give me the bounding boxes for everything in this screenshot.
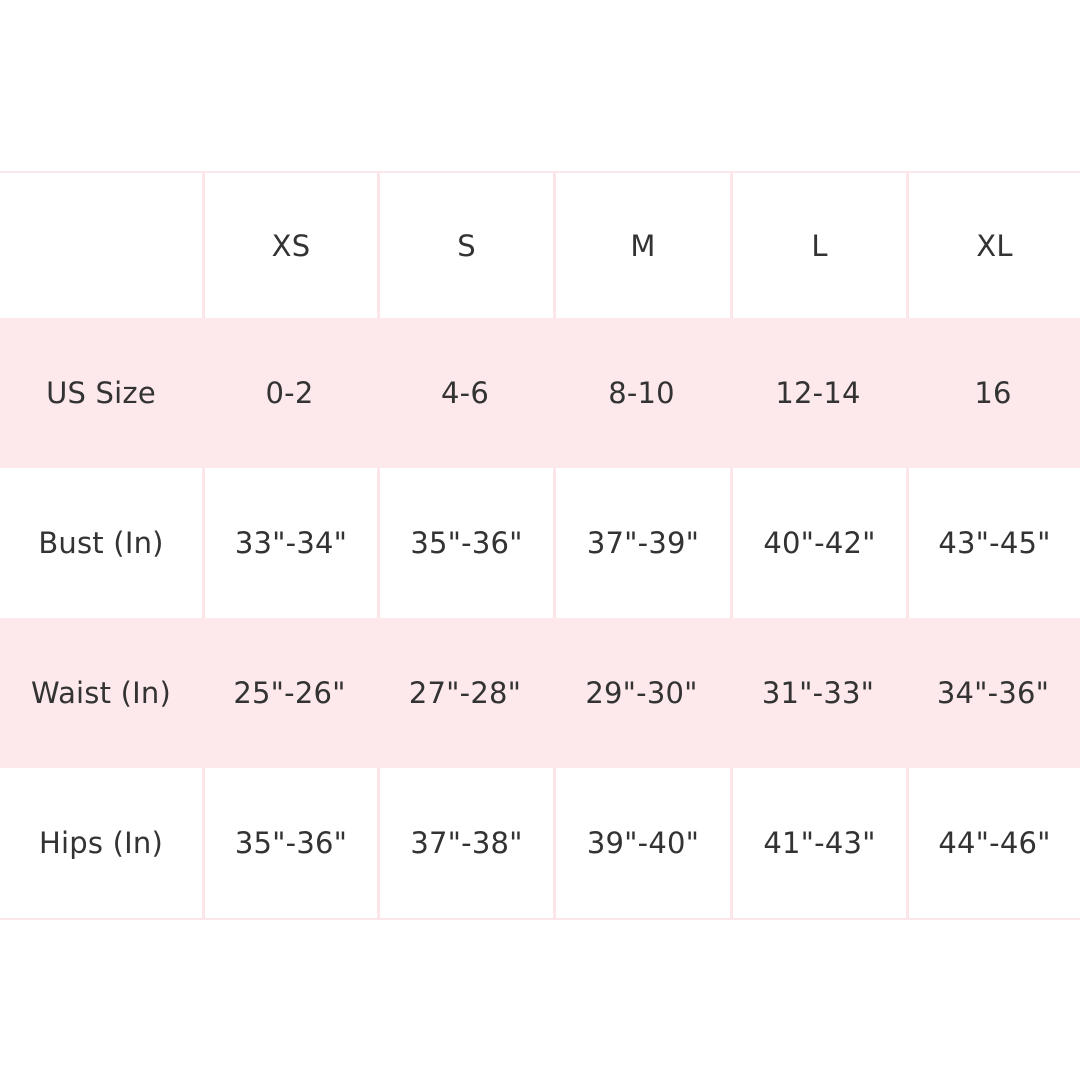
table-row: Waist (In) 25"-26" 27"-28" 29"-30" 31"-33" 34… xyxy=(0,618,1080,768)
row-label: US Size xyxy=(46,376,156,410)
table-cell: 29"-30" xyxy=(585,676,698,710)
table-cell: 25"-26" xyxy=(233,676,346,710)
table-cell: 39"-40" xyxy=(553,768,730,918)
table-cell: 35"-36" xyxy=(377,468,553,618)
table-row: Bust (In) 33"-34" 35"-36" 37"-39" 40"-42" 43"… xyxy=(0,468,1080,618)
size-chart-table: XS S M L XL US Size 0-2 4-6 8-10 12-14 16 Bust (In)… xyxy=(0,171,1080,920)
table-cell: 8-10 xyxy=(608,376,675,410)
table-cell: 44"-46" xyxy=(906,768,1080,918)
table-row: Hips (In) 35"-36" 37"-38" 39"-40" 41"-43" 44"… xyxy=(0,768,1080,918)
table-cell: 34"-36" xyxy=(936,676,1050,710)
header-row: XS S M L XL xyxy=(0,173,1080,318)
table-cell: 12-14 xyxy=(775,376,861,410)
row-label: Bust (In) xyxy=(38,526,164,560)
table-cell: XS xyxy=(202,173,377,318)
table-cell: 37"-39" xyxy=(553,468,730,618)
table-cell: 27"-28" xyxy=(408,676,522,710)
table-row: US Size 0-2 4-6 8-10 12-14 16 xyxy=(0,318,1080,468)
table-cell: 35"-36" xyxy=(202,768,377,918)
table-cell: S xyxy=(377,173,553,318)
table-cell: 33"-34" xyxy=(202,468,377,618)
table-cell: 0-2 xyxy=(265,376,314,410)
table-cell: L xyxy=(730,173,906,318)
table-cell: 40"-42" xyxy=(730,468,906,618)
row-label: Hips (In) xyxy=(39,826,163,860)
table-cell: M xyxy=(553,173,730,318)
table-cell: 37"-38" xyxy=(377,768,553,918)
row-label: Waist (In) xyxy=(31,676,171,710)
table-cell: 43"-45" xyxy=(906,468,1080,618)
table-cell: XL xyxy=(906,173,1080,318)
row-label xyxy=(0,173,202,318)
table-cell: 41"-43" xyxy=(730,768,906,918)
table-cell: 31"-33" xyxy=(761,676,875,710)
table-cell: 16 xyxy=(974,376,1012,410)
table-cell: 4-6 xyxy=(441,376,489,410)
